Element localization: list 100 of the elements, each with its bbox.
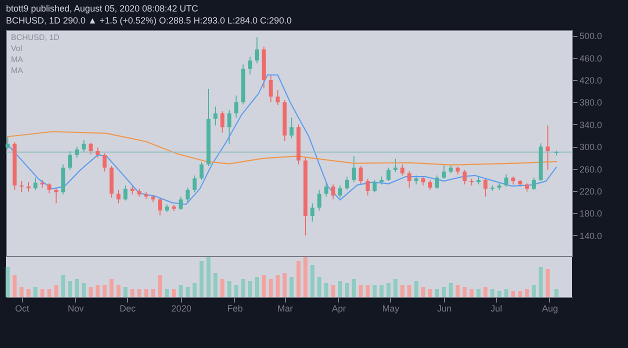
bar	[366, 285, 370, 297]
bar	[317, 277, 322, 297]
candlestick	[254, 36, 259, 64]
candlestick	[344, 176, 349, 190]
bar	[290, 277, 294, 297]
bar	[324, 283, 328, 297]
candlestick	[227, 109, 232, 144]
candlestick	[6, 136, 10, 150]
bar	[518, 291, 522, 297]
candlestick	[483, 178, 488, 198]
candlestick	[178, 196, 183, 210]
candlestick	[462, 169, 467, 185]
y-tick-label: 420.0	[580, 75, 602, 86]
candlestick	[366, 178, 370, 196]
bar	[434, 289, 439, 297]
candlestick	[33, 177, 38, 190]
candlestick	[26, 182, 30, 192]
bar	[504, 289, 508, 297]
bar	[490, 289, 494, 297]
bar	[372, 285, 377, 297]
bar	[206, 257, 211, 297]
line-series	[7, 131, 557, 166]
candlestick	[220, 110, 224, 134]
bar	[442, 287, 446, 297]
x-tick-label: Jul	[490, 304, 502, 314]
bar	[262, 275, 266, 297]
candlestick	[546, 125, 550, 170]
candlestick	[102, 152, 107, 172]
x-tick-label: Nov	[68, 304, 84, 314]
y-tick-label: 140.0	[580, 230, 602, 241]
bar	[303, 257, 308, 297]
x-tick-label: Aug	[542, 304, 558, 314]
bar	[428, 289, 432, 297]
candlestick	[248, 56, 252, 75]
bar	[456, 285, 460, 297]
bar	[532, 285, 536, 297]
bar	[352, 279, 356, 297]
bar	[213, 273, 218, 297]
candlestick	[88, 142, 93, 155]
x-tick-label: Dec	[120, 304, 136, 314]
bar	[102, 285, 107, 297]
candlestick	[442, 164, 446, 180]
candlestick	[200, 162, 204, 180]
bar	[54, 285, 58, 297]
y-tick-label: 460.0	[580, 53, 602, 64]
candlestick	[358, 166, 363, 185]
x-tick-label: Oct	[15, 304, 30, 314]
candlestick	[290, 117, 294, 139]
chart-subtitle: BCHUSD, 1D 290.0 ▲ +1.5 (+0.52%) O:288.5 H:293.0 L:284.0 C:290.0	[6, 16, 292, 26]
annotation: MA	[11, 55, 24, 64]
bar	[407, 285, 412, 297]
bar	[88, 287, 93, 297]
y-tick-label: 380.0	[580, 98, 602, 108]
bar	[227, 281, 232, 297]
candlestick	[317, 189, 322, 211]
x-tick-label: Feb	[227, 304, 243, 314]
bar	[144, 289, 148, 297]
bar	[82, 283, 86, 297]
bar	[20, 287, 24, 297]
annotation: MA	[11, 66, 24, 75]
bar	[220, 279, 224, 297]
y-tick-label: 500.0	[580, 31, 602, 42]
candlestick	[158, 198, 162, 216]
bar	[538, 267, 543, 297]
candlestick	[74, 146, 79, 158]
annotation: BCHUSD, 1D	[11, 33, 60, 42]
bar	[462, 287, 467, 297]
bar	[123, 287, 128, 297]
y-tick-label: 260.0	[580, 164, 602, 174]
bar	[546, 269, 550, 297]
bar	[421, 287, 426, 297]
bar	[386, 283, 391, 297]
candlestick	[504, 174, 508, 188]
bar	[248, 281, 252, 297]
bar	[282, 273, 287, 297]
bar	[483, 287, 488, 297]
candlestick	[400, 164, 404, 176]
bar	[186, 287, 190, 297]
bar	[254, 277, 259, 297]
bar	[200, 261, 204, 297]
bar	[448, 283, 453, 297]
bar	[40, 289, 44, 297]
bar	[164, 289, 169, 297]
x-tick-label: May	[382, 304, 400, 314]
bar	[172, 289, 176, 297]
bar	[130, 289, 134, 297]
bar	[554, 289, 558, 297]
candlestick	[331, 184, 336, 200]
bar	[276, 275, 280, 297]
bar	[192, 283, 197, 297]
x-tick-label: Mar	[277, 304, 293, 314]
candlestick	[324, 182, 328, 198]
candlestick	[372, 179, 377, 193]
candlestick	[47, 182, 52, 194]
bar	[310, 265, 314, 297]
candlestick	[96, 147, 100, 158]
bar	[393, 279, 398, 297]
annotation: Vol	[11, 44, 22, 53]
candlestick	[338, 184, 342, 198]
candlestick	[82, 139, 86, 153]
